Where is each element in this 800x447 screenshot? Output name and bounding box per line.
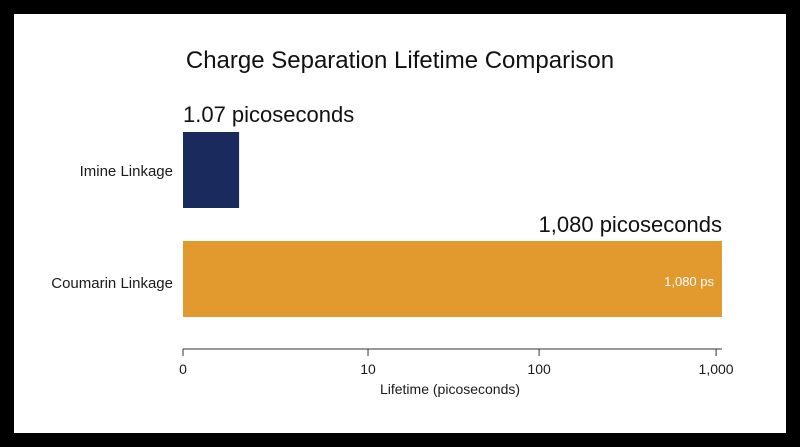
bar-chart: Charge Separation Lifetime Comparison Im… <box>51 47 734 397</box>
category-label-imine: Imine Linkage <box>80 163 173 180</box>
value-label-coumarin: 1,080 picoseconds <box>539 212 722 237</box>
bar-coumarin <box>183 241 722 317</box>
x-axis-title: Lifetime (picoseconds) <box>380 381 520 397</box>
bar-imine <box>183 132 240 208</box>
x-axis-ticks: 0 10 100 1,000 <box>179 349 734 377</box>
x-tick-label: 100 <box>527 361 551 377</box>
chart-title: Charge Separation Lifetime Comparison <box>186 47 614 74</box>
chart-frame: Charge Separation Lifetime Comparison Im… <box>14 14 786 433</box>
value-label-imine: 1.07 picoseconds <box>183 102 354 127</box>
bar-inner-label-imine: 1.07 ps <box>193 163 236 178</box>
x-tick-label: 0 <box>179 361 187 377</box>
category-label-coumarin: Coumarin Linkage <box>51 275 173 292</box>
bar-inner-label-coumarin: 1,080 ps <box>664 274 714 289</box>
x-tick-label: 10 <box>360 361 376 377</box>
x-tick-label: 1,000 <box>699 361 734 377</box>
